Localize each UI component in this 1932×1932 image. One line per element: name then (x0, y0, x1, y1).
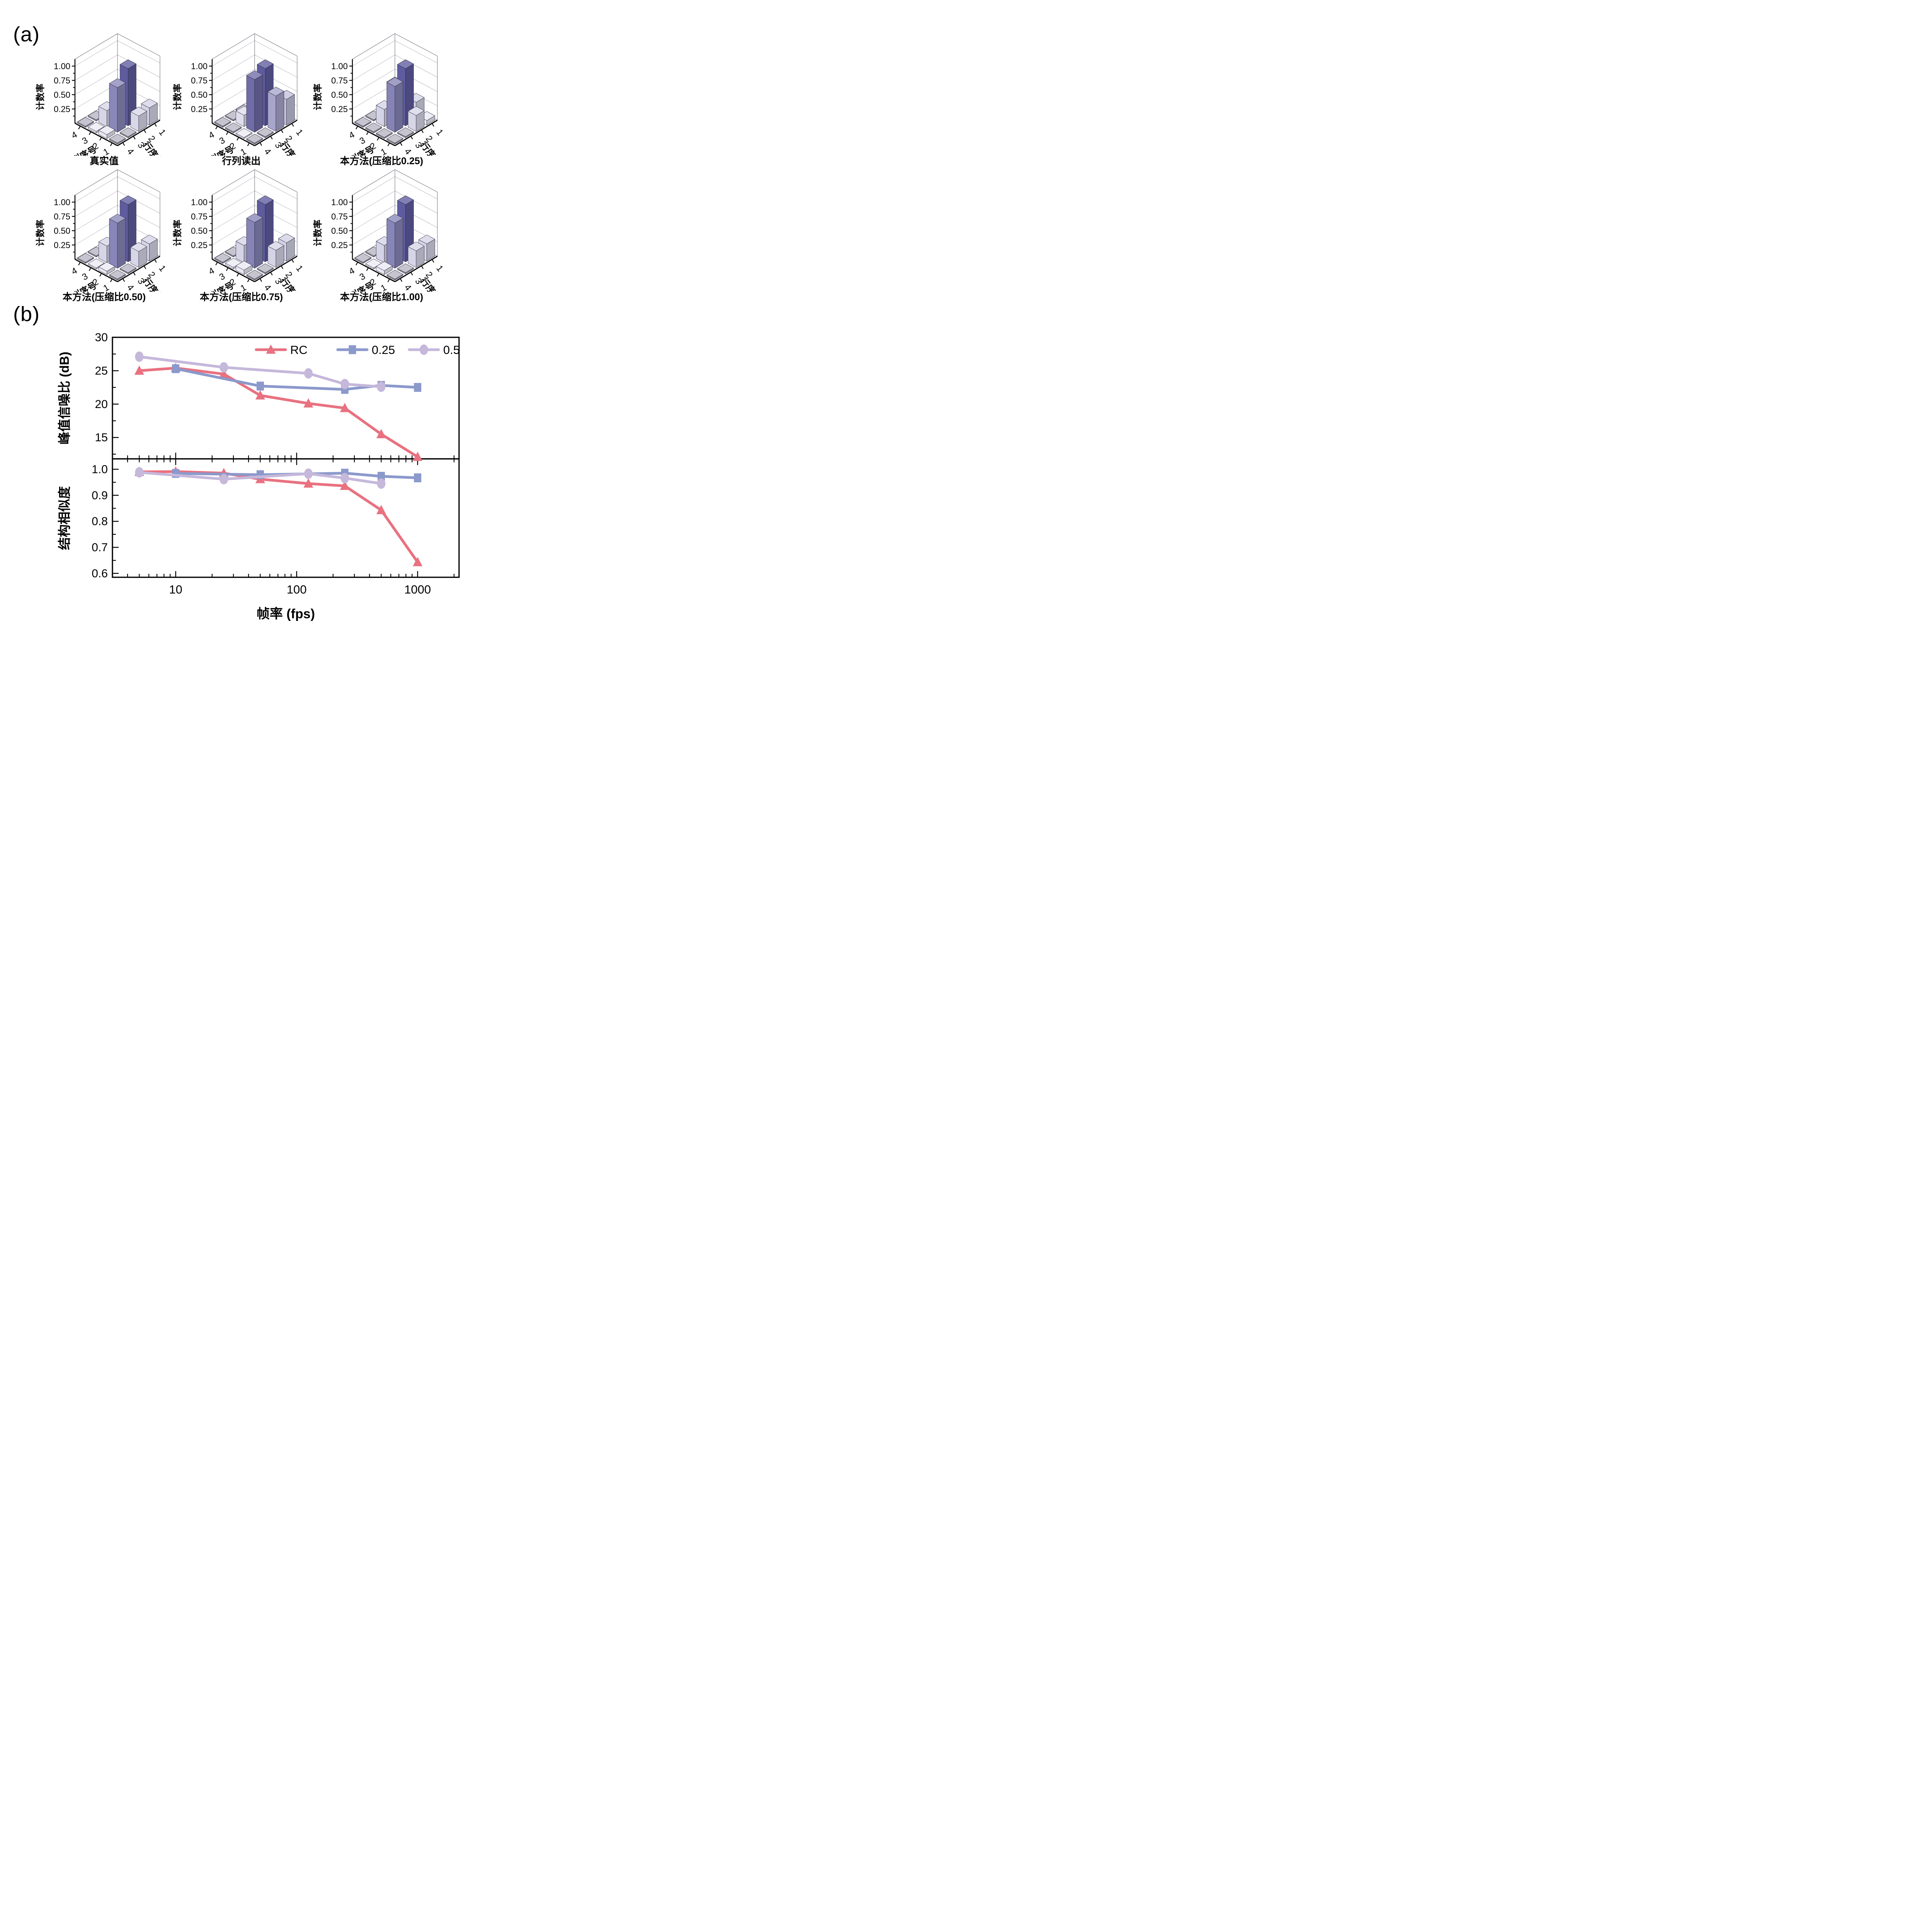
figure-page: (a) 0.25 0.50 0.75 1.00 计数率 1 2 3 4 1 2 3 4 列序号 行序号 真实… (0, 0, 502, 650)
svg-text:4: 4 (207, 129, 216, 141)
bar3d-subplot-ground-truth: 0.25 0.50 0.75 1.00 计数率 1 2 3 4 1 2 3 4 列序号 行序号 真实值 (32, 33, 177, 167)
svg-text:0.25: 0.25 (372, 343, 395, 357)
svg-text:3: 3 (80, 135, 90, 146)
svg-text:1.00: 1.00 (191, 197, 207, 207)
svg-text:0.50: 0.50 (191, 90, 207, 100)
svg-text:计数率: 计数率 (172, 219, 182, 246)
svg-text:0.50: 0.50 (331, 226, 348, 236)
svg-text:1: 1 (294, 127, 305, 137)
bar3d-subplot-cr100: 0.25 0.50 0.75 1.00 计数率 1 2 3 4 1 2 3 4 列序号 行序号 本方法(压缩… (309, 169, 454, 303)
svg-text:3: 3 (358, 135, 367, 146)
svg-text:0.50: 0.50 (54, 90, 70, 100)
svg-text:20: 20 (95, 398, 108, 411)
svg-text:15: 15 (95, 431, 108, 444)
svg-text:0.75: 0.75 (191, 212, 207, 221)
svg-text:1.00: 1.00 (331, 61, 348, 71)
svg-text:30: 30 (95, 331, 108, 344)
svg-text:1.00: 1.00 (54, 197, 70, 207)
svg-text:0.25: 0.25 (54, 240, 70, 250)
subplot-title: 行列读出 (222, 156, 261, 167)
panel-a-label: (a) (13, 23, 40, 46)
svg-text:计数率: 计数率 (313, 83, 323, 110)
bar3d-subplot-cr075: 0.25 0.50 0.75 1.00 计数率 1 2 3 4 1 2 3 4 列序号 行序号 本方法(压缩… (169, 169, 314, 303)
panel-b-label: (b) (13, 303, 40, 326)
svg-text:0.50: 0.50 (54, 226, 70, 236)
subplot-title: 本方法(压缩比1.00) (340, 292, 423, 303)
svg-text:4: 4 (70, 265, 79, 277)
svg-text:4: 4 (347, 129, 356, 141)
svg-text:4: 4 (207, 265, 216, 277)
svg-text:0.25: 0.25 (191, 104, 207, 114)
svg-text:1.0: 1.0 (92, 463, 108, 476)
svg-text:0.5: 0.5 (443, 343, 460, 357)
svg-text:0.75: 0.75 (54, 76, 70, 85)
svg-text:4: 4 (70, 129, 79, 141)
svg-text:0.50: 0.50 (191, 226, 207, 236)
svg-text:1: 1 (157, 127, 168, 137)
svg-text:峰值信噪比 (dB): 峰值信噪比 (dB) (57, 352, 71, 444)
svg-text:计数率: 计数率 (35, 219, 45, 246)
svg-text:0.75: 0.75 (331, 212, 348, 221)
svg-text:3: 3 (218, 135, 227, 146)
svg-text:0.25: 0.25 (331, 104, 348, 114)
subplot-title: 本方法(压缩比0.75) (199, 292, 283, 303)
bar3d-subplot-cr050: 0.25 0.50 0.75 1.00 计数率 1 2 3 4 1 2 3 4 列序号 行序号 本方法(压缩… (32, 169, 177, 303)
svg-text:1: 1 (434, 127, 445, 137)
svg-text:0.75: 0.75 (54, 212, 70, 221)
svg-text:3: 3 (218, 271, 227, 282)
psnr-ssim-line-chart: 15 20 25 30 0.6 0.7 0.8 0.9 1.0 10 100 1000 峰值信噪比 (d… (57, 331, 460, 621)
svg-text:1: 1 (294, 263, 305, 273)
subplot-title: 本方法(压缩比0.25) (340, 156, 423, 167)
svg-text:1.00: 1.00 (54, 61, 70, 71)
svg-text:1.00: 1.00 (331, 197, 348, 207)
line-chart-panel: 15 20 25 30 0.6 0.7 0.8 0.9 1.0 10 100 1000 峰值信噪比 (d… (0, 313, 502, 650)
bar3d-subplot-row-col-readout: 0.25 0.50 0.75 1.00 计数率 1 2 3 4 1 2 3 4 列序号 行序号 行列读出 (169, 33, 314, 167)
svg-text:0.25: 0.25 (191, 240, 207, 250)
svg-text:0.9: 0.9 (92, 489, 108, 502)
subplot-title: 真实值 (89, 156, 119, 167)
svg-text:计数率: 计数率 (313, 219, 323, 246)
svg-text:1000: 1000 (404, 583, 431, 596)
svg-text:0.25: 0.25 (331, 240, 348, 250)
svg-text:0.50: 0.50 (331, 90, 348, 100)
svg-text:3: 3 (358, 271, 367, 282)
svg-text:3: 3 (80, 271, 90, 282)
svg-text:0.25: 0.25 (54, 104, 70, 114)
bar3d-subplot-cr025: 0.25 0.50 0.75 1.00 计数率 1 2 3 4 1 2 3 4 列序号 行序号 本方法(压缩… (309, 33, 454, 167)
svg-text:RC: RC (290, 343, 308, 357)
svg-text:4: 4 (347, 265, 356, 277)
svg-text:帧率 (fps): 帧率 (fps) (257, 607, 315, 621)
svg-text:25: 25 (95, 364, 108, 377)
svg-text:0.8: 0.8 (92, 515, 108, 528)
svg-text:计数率: 计数率 (35, 83, 45, 110)
svg-text:100: 100 (287, 583, 307, 596)
subplot-title: 本方法(压缩比0.50) (62, 292, 146, 303)
svg-text:结构相似度: 结构相似度 (57, 486, 71, 550)
svg-text:1: 1 (157, 263, 168, 273)
svg-text:1.00: 1.00 (191, 61, 207, 71)
svg-text:0.75: 0.75 (191, 76, 207, 85)
svg-text:计数率: 计数率 (172, 83, 182, 110)
svg-text:1: 1 (434, 263, 445, 273)
svg-text:0.75: 0.75 (331, 76, 348, 85)
svg-text:0.7: 0.7 (92, 541, 108, 554)
svg-text:10: 10 (169, 583, 182, 596)
svg-text:0.6: 0.6 (92, 567, 108, 580)
